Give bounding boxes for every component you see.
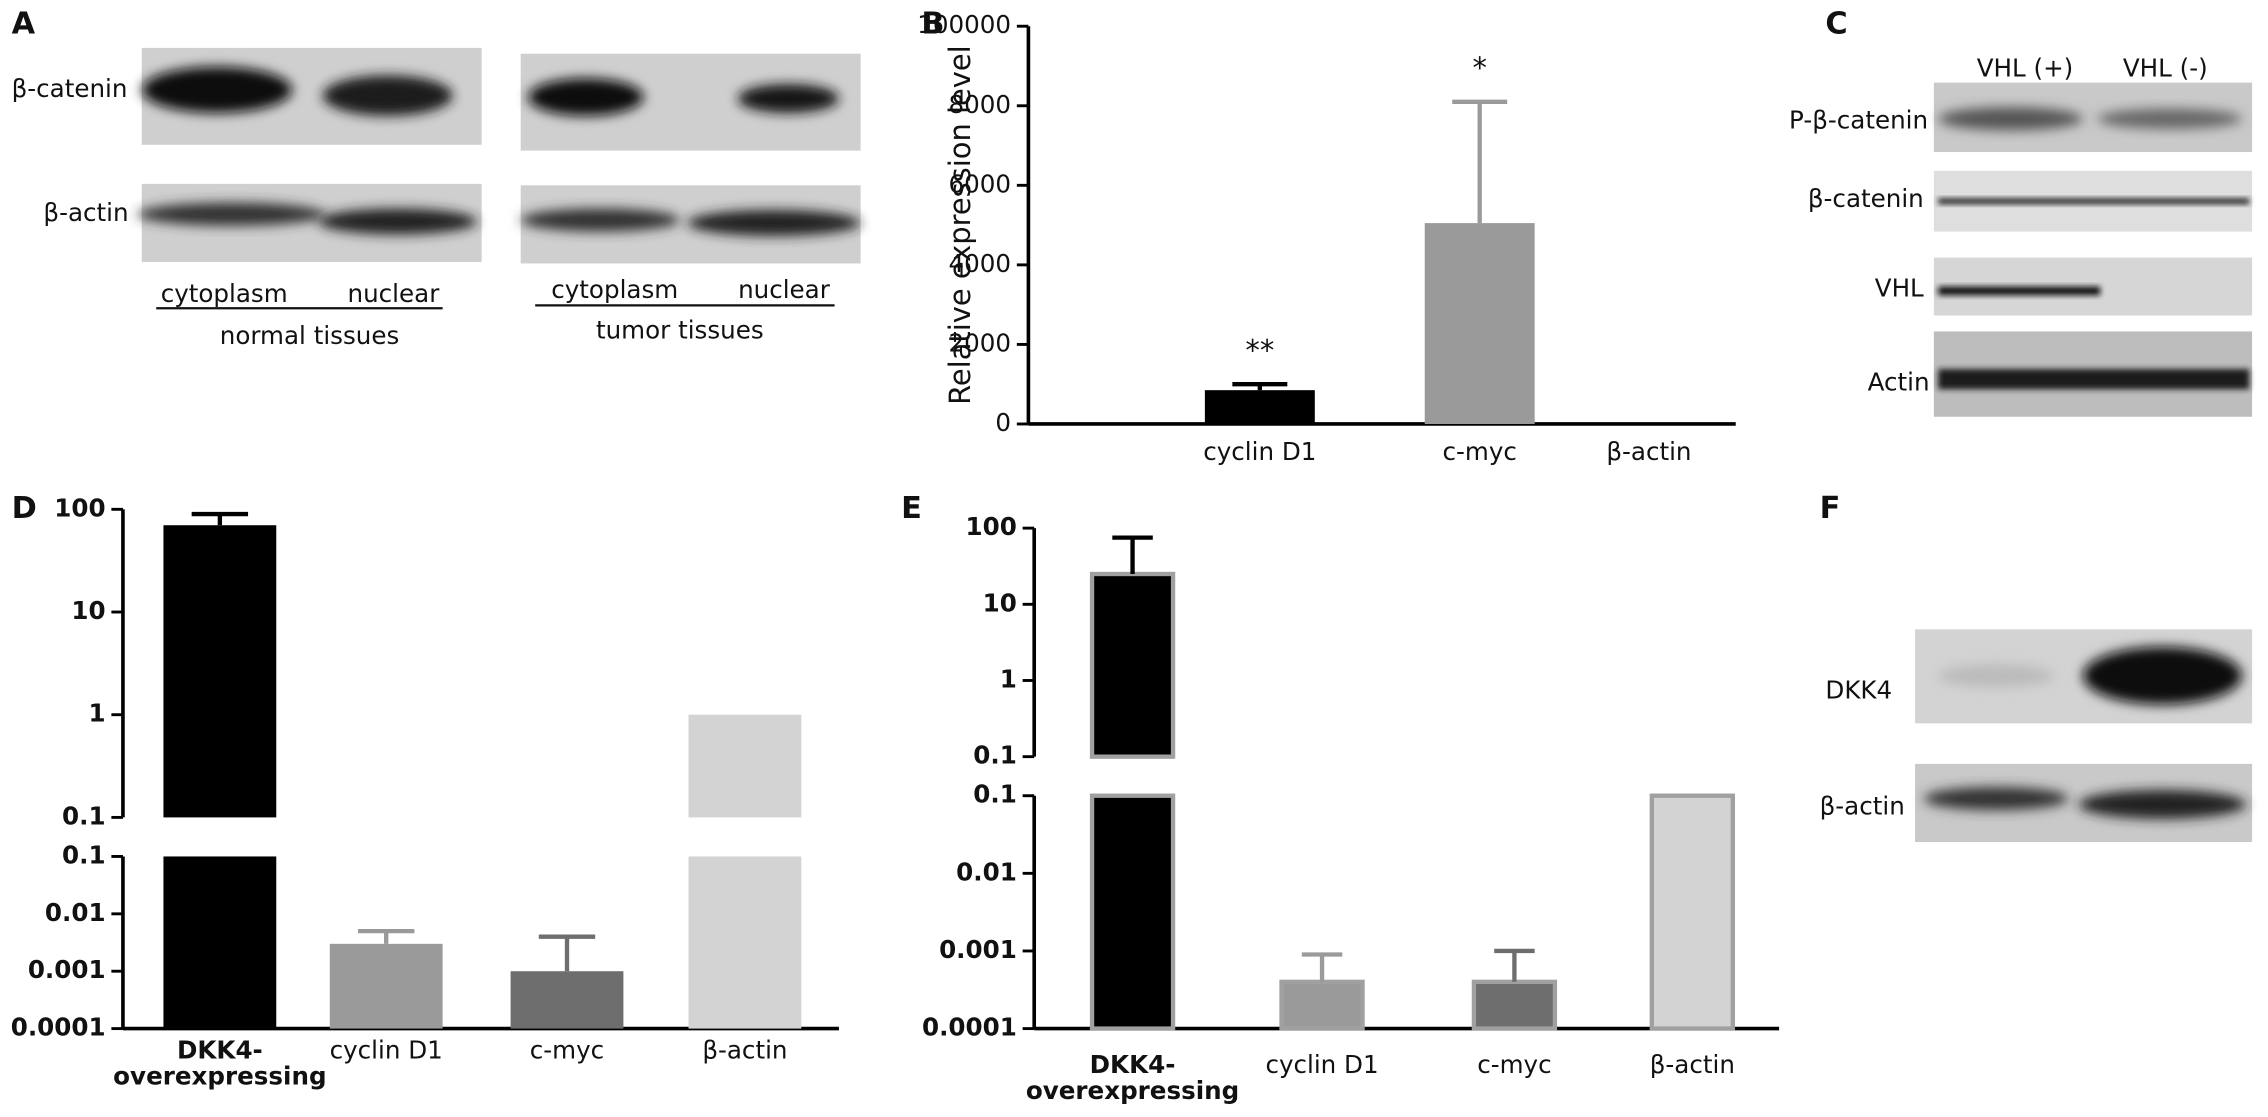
x-tick-label: β-actin (702, 1036, 787, 1065)
bar (1279, 979, 1365, 1031)
x-tick-label: β-actin (1650, 1050, 1735, 1079)
blot-f: DKK4 β-actin (1820, 629, 2253, 842)
blot-row-label: β-actin (43, 198, 128, 227)
blot-row-label: β-catenin (12, 74, 128, 103)
y-tick-label: 1 (88, 699, 105, 728)
bar (1649, 793, 1735, 1031)
y-tick-label: 0.1 (62, 801, 106, 830)
x-tick-label: cyclin D1 (1203, 437, 1316, 466)
y-axis-label: Relative expression level (943, 45, 977, 405)
bar (510, 971, 624, 1029)
x-tick-label: DKK4-overexpressing (1026, 1050, 1239, 1105)
y-tick-label: 10 (983, 588, 1017, 617)
y-tick-label: 1 (1000, 664, 1017, 693)
y-tick-label: 0 (995, 408, 1011, 437)
group-label: normal tissues (220, 321, 400, 350)
y-tick-label: 100 (966, 512, 1017, 541)
blot-c: VHL (+) VHL (-) P-β-catenin β-catenin VH… (1789, 54, 2253, 417)
blot-row-label: VHL (1875, 273, 1924, 302)
y-tick-label: 0.001 (28, 955, 106, 984)
lane-label: cytoplasm (161, 279, 288, 308)
bar (1089, 571, 1176, 759)
y-tick-label: 0.001 (939, 935, 1017, 964)
y-tick-label: 6000 (948, 169, 1011, 198)
y-tick-label: 10 (71, 596, 105, 625)
x-tick-label: cyclin D1 (330, 1036, 443, 1065)
panel-label: A (12, 6, 36, 41)
y-tick-label: 0.01 (956, 857, 1017, 886)
x-tick-label: c-myc (1477, 1050, 1551, 1079)
y-tick-label: 4000 (948, 249, 1011, 278)
y-tick-label: 0.0001 (11, 1013, 106, 1042)
significance-label: ** (1245, 333, 1274, 367)
lane-label: VHL (+) (1977, 54, 2074, 83)
y-tick-label: 100 (54, 493, 105, 522)
panel-label: E (901, 491, 922, 526)
blot-row-label: β-actin (1820, 791, 1905, 820)
blot-a: β-catenin β-actin cytoplasm nuclear norm… (12, 47, 861, 350)
lane-label: nuclear (348, 279, 441, 308)
y-tick-label: 0.0001 (922, 1013, 1017, 1042)
blot-row-label: P-β-catenin (1789, 106, 1928, 135)
bar (1424, 223, 1535, 424)
group-label: tumor tissues (596, 315, 764, 344)
bar (329, 943, 443, 1029)
y-tick-label: 0.01 (45, 898, 106, 927)
y-tick-label: 100000 (917, 10, 1011, 39)
blot-row-label: β-catenin (1808, 184, 1924, 213)
y-tick-label: 0.1 (973, 780, 1017, 809)
bar (1471, 979, 1558, 1031)
x-tick-label: c-myc (1443, 437, 1517, 466)
significance-label: * (1472, 51, 1486, 85)
bar (163, 525, 277, 818)
panel-label: D (12, 491, 37, 526)
lane-label: VHL (-) (2123, 54, 2208, 83)
x-tick-label: β-actin (1606, 437, 1691, 466)
bar (163, 856, 277, 1029)
lane-label: nuclear (738, 275, 831, 304)
blot-row-label: Actin (1868, 367, 1930, 396)
panel-label: B (921, 6, 944, 41)
bar (688, 714, 802, 818)
lane-label: cytoplasm (551, 275, 678, 304)
panel-label: F (1820, 491, 1841, 526)
blot-row-label: DKK4 (1825, 676, 1892, 705)
bar (688, 856, 802, 1029)
x-tick-label: cyclin D1 (1265, 1050, 1378, 1079)
bar (1089, 793, 1176, 1031)
y-tick-label: 8000 (948, 90, 1011, 119)
x-tick-label: DKK4-overexpressing (113, 1036, 326, 1091)
y-tick-label: 0.1 (973, 741, 1017, 770)
y-tick-label: 0.1 (62, 840, 106, 869)
x-tick-label: c-myc (530, 1036, 604, 1065)
y-tick-label: 2000 (948, 328, 1011, 357)
bar (1204, 390, 1315, 424)
panel-label: C (1825, 6, 1847, 41)
